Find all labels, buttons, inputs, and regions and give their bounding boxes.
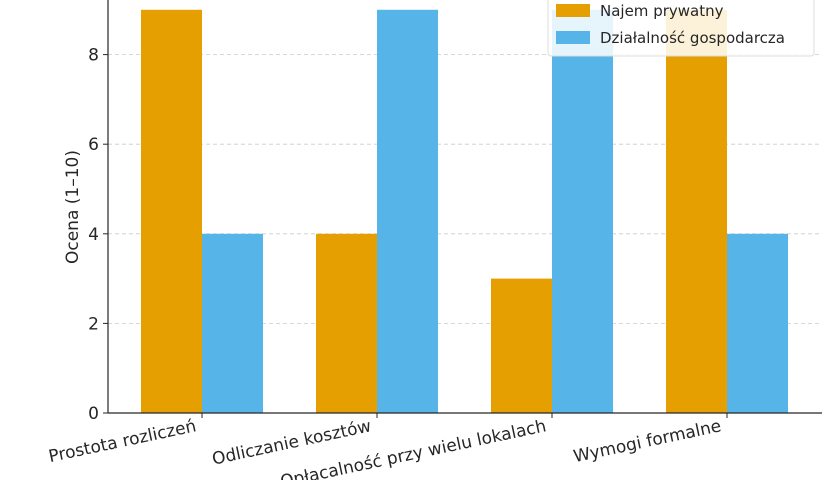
bar bbox=[727, 233, 788, 413]
x-tick-label: Prostota rozliczeń bbox=[47, 416, 198, 467]
legend-swatch bbox=[556, 4, 590, 17]
bar bbox=[377, 9, 438, 414]
axes-group bbox=[107, 0, 822, 414]
legend-swatch bbox=[556, 31, 590, 44]
x-tick-label: Wymogi formalne bbox=[572, 416, 723, 467]
bars-group bbox=[141, 9, 788, 414]
legend-box bbox=[547, 0, 815, 57]
y-tick-label: 6 bbox=[88, 135, 99, 155]
y-axis-label: Ocena (1–10) bbox=[63, 150, 83, 264]
bar bbox=[202, 233, 263, 413]
legend: Najem prywatny Działalność gospodarcza bbox=[547, 0, 815, 57]
y-ticks: 0 2 4 6 8 bbox=[88, 46, 108, 424]
bar bbox=[316, 233, 377, 413]
y-tick-label: 2 bbox=[88, 314, 99, 334]
bar bbox=[666, 9, 727, 414]
y-tick-label: 4 bbox=[88, 225, 99, 245]
x-ticks: Prostota rozliczeń Odliczanie kosztówOpła… bbox=[47, 413, 728, 480]
legend-label: Najem prywatny bbox=[600, 2, 724, 20]
legend-label: Działalność gospodarcza bbox=[600, 29, 785, 47]
bar bbox=[491, 278, 552, 413]
x-tick-label: Opłacalność przy wielu lokalach bbox=[279, 416, 548, 480]
bar bbox=[552, 9, 613, 414]
y-tick-label: 8 bbox=[88, 46, 99, 66]
bar bbox=[141, 9, 202, 414]
y-tick-label: 0 bbox=[88, 404, 99, 424]
